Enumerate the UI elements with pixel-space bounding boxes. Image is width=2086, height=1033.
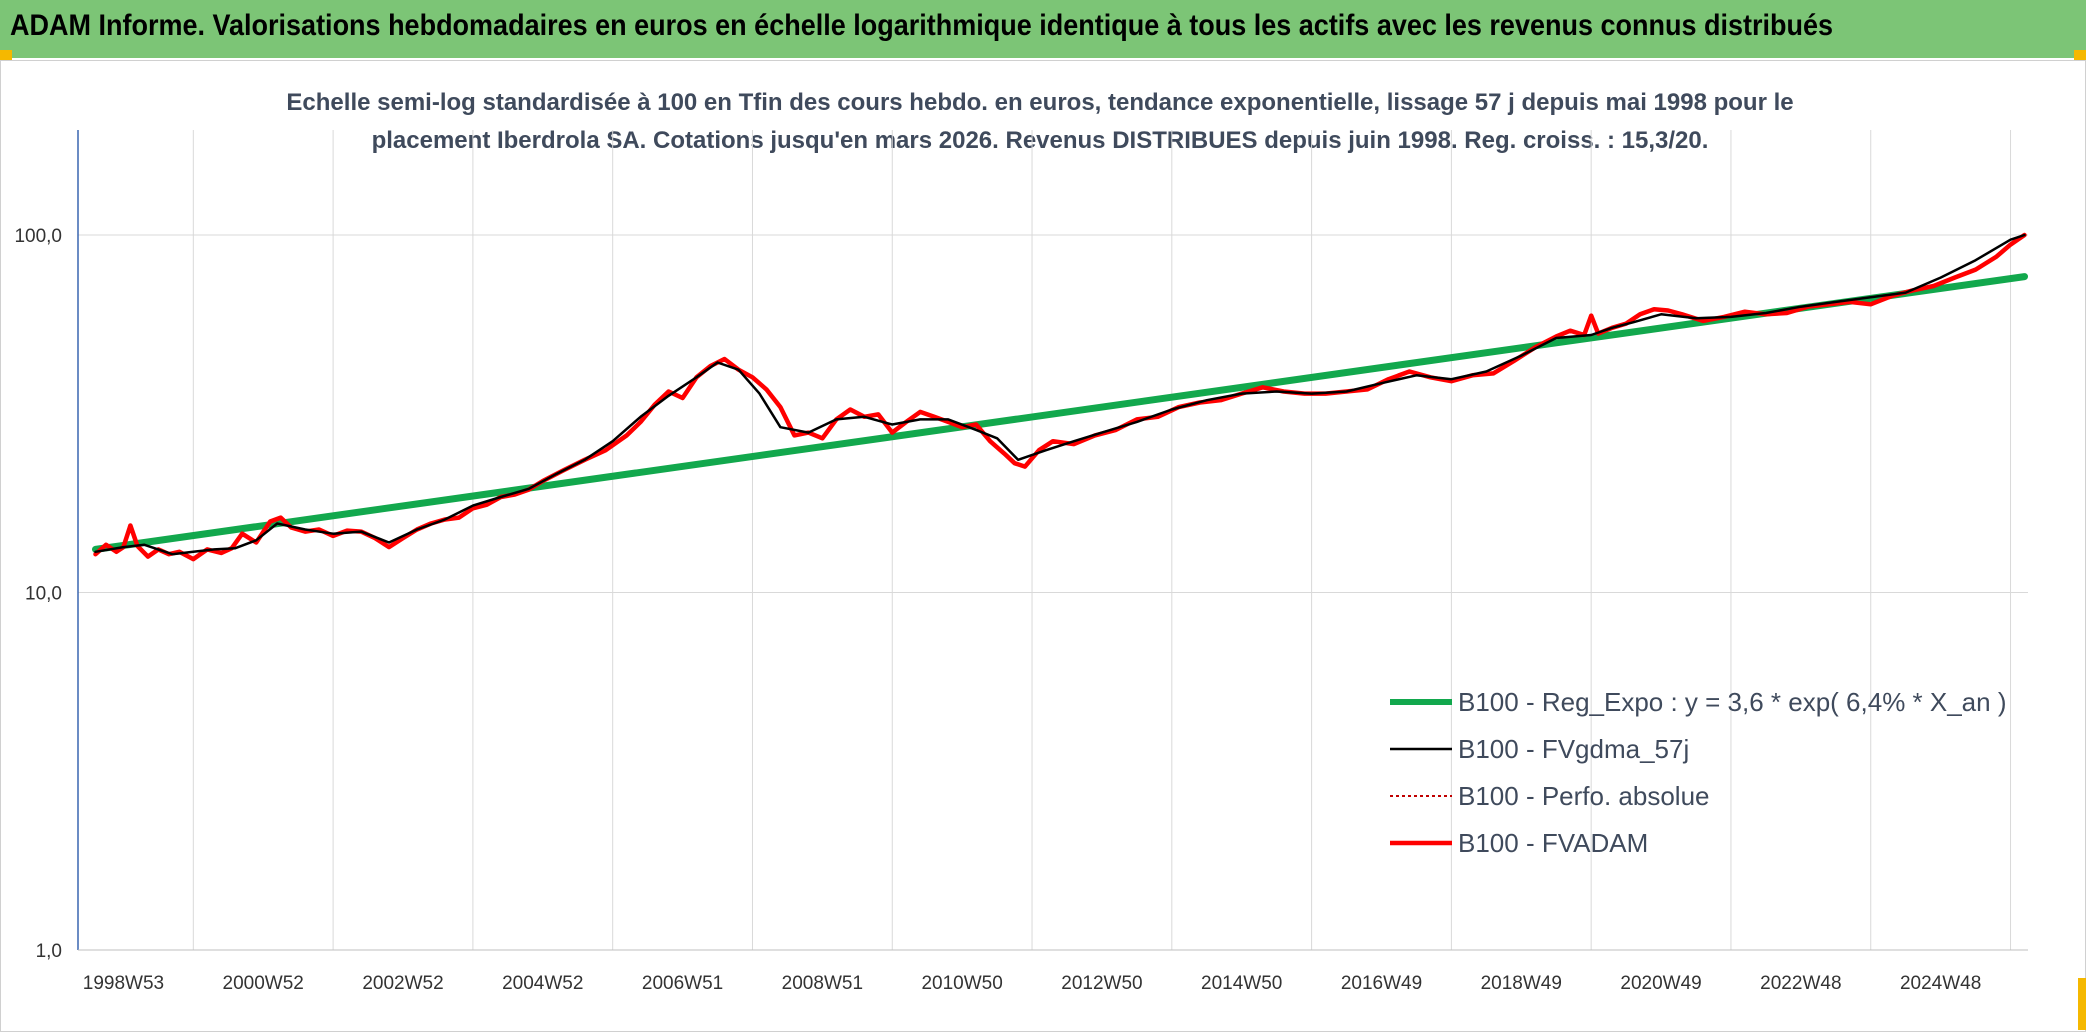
legend-label-smooth: B100 - FVgdma_57j [1458,734,1689,764]
x-tick-label: 2000W52 [223,973,304,994]
x-tick-label: 2024W48 [1900,973,1981,994]
chart-title-line-2: placement Iberdrola SA. Cotations jusqu'… [371,127,1709,154]
x-tick-label: 2004W52 [502,973,583,994]
y-tick-label: 1,0 [36,941,62,962]
x-tick-label: 2008W51 [782,973,863,994]
x-tick-label: 2002W52 [362,973,443,994]
corner-marker-top-left [0,50,12,60]
x-tick-label: 2020W49 [1620,973,1701,994]
legend-label-fvadam: B100 - FVADAM [1458,828,1648,858]
chart-title: Echelle semi-log standardisée à 100 en T… [200,84,1880,160]
x-tick-label: 2018W49 [1481,973,1562,994]
x-tick-label: 2012W50 [1061,973,1142,994]
chart-frame [0,60,2086,1032]
legend: B100 - Reg_Expo : y = 3,6 * exp( 6,4% * … [1390,687,2007,858]
legend-label-trend: B100 - Reg_Expo : y = 3,6 * exp( 6,4% * … [1458,687,2007,717]
chart-title-line-1: Echelle semi-log standardisée à 100 en T… [286,89,1794,116]
series-line-smooth [94,233,2026,556]
y-tick-label: 10,0 [25,584,62,605]
x-tick-label: 1998W53 [83,973,164,994]
corner-marker-bottom-right [2078,978,2086,1030]
banner-title: ADAM Informe. Valorisations hebdomadaire… [10,9,1834,42]
y-tick-label: 100,0 [14,226,62,247]
corner-marker-top-right [2074,50,2086,60]
legend-label-perf: B100 - Perfo. absolue [1458,781,1710,811]
grid-layer [78,130,2028,951]
x-tick-label: 2022W48 [1760,973,1841,994]
x-tick-label: 2010W50 [921,973,1002,994]
axis-layer: 1,0 10,0 100,0 1998W53 2000W52 2002W52 2004W52… [14,130,2028,994]
x-tick-label: 2016W49 [1341,973,1422,994]
series-layer [92,232,2028,562]
report-banner: ADAM Informe. Valorisations hebdomadaire… [0,0,2086,58]
x-tick-label: 2014W50 [1201,973,1282,994]
x-tick-label: 2006W51 [642,973,723,994]
